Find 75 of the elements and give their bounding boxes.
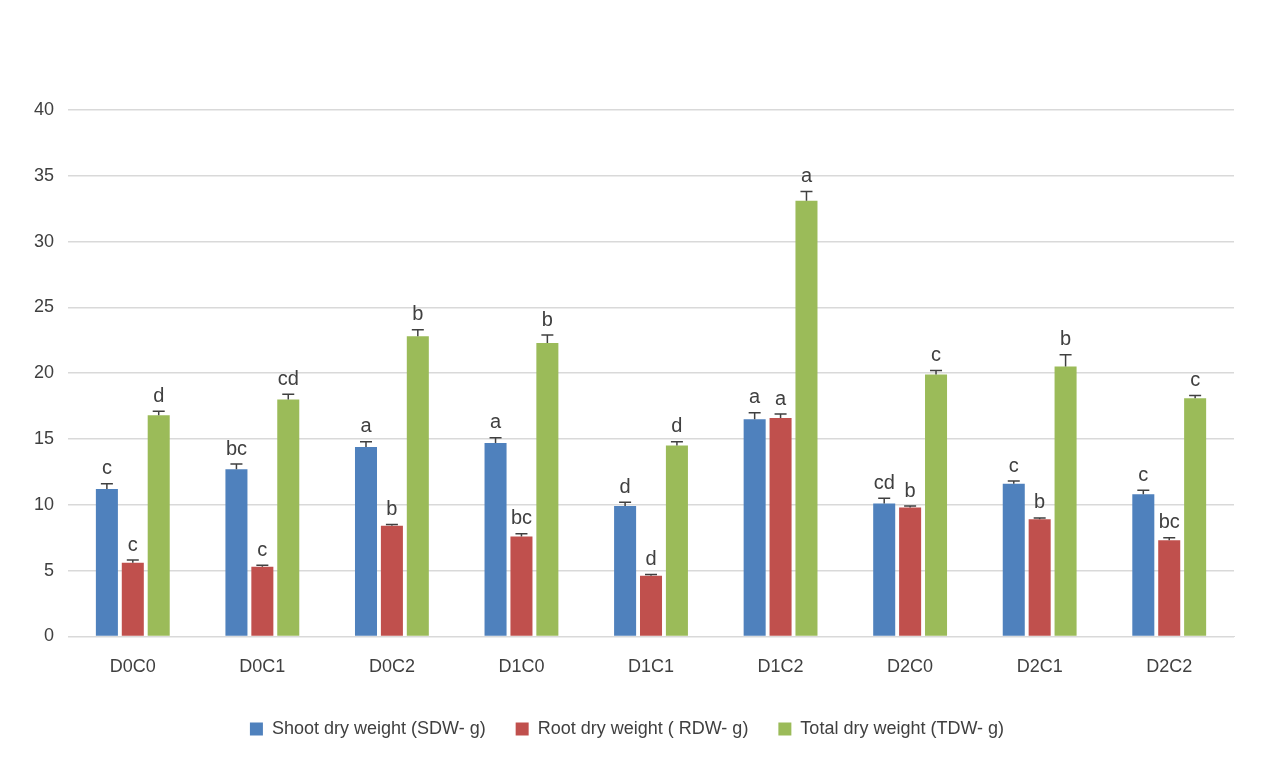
- data-label: bc: [1158, 510, 1180, 533]
- bar: [614, 506, 637, 636]
- bar: [277, 399, 300, 636]
- legend-label: Root dry weight ( RDW- g): [537, 717, 749, 738]
- data-label: a: [360, 414, 373, 437]
- bar: [380, 525, 403, 636]
- x-tick-label: D0C2: [368, 656, 415, 677]
- data-label: a: [749, 385, 762, 408]
- data-label: c: [127, 532, 138, 555]
- data-label: d: [619, 474, 631, 497]
- data-label: cd: [873, 470, 895, 493]
- bar: [1132, 494, 1155, 636]
- y-tick-label: 40: [33, 98, 55, 119]
- y-tick-label: 30: [33, 230, 55, 251]
- data-label: c: [257, 537, 268, 560]
- bar: [225, 469, 248, 636]
- bar: [536, 342, 559, 636]
- data-label: c: [931, 343, 942, 366]
- y-tick-label: 10: [33, 493, 55, 514]
- bar: [121, 562, 144, 636]
- bar: [1002, 483, 1025, 636]
- data-label: bc: [225, 436, 247, 459]
- bar: [354, 446, 378, 636]
- bar: [1158, 540, 1181, 636]
- y-tick-label: 15: [33, 427, 55, 448]
- data-label: c: [1008, 453, 1019, 476]
- legend-label: Total dry weight (TDW- g): [800, 717, 1005, 738]
- bar: [873, 503, 896, 636]
- bar: [510, 536, 533, 636]
- data-label: b: [1060, 327, 1072, 350]
- data-label: c: [1138, 462, 1149, 485]
- bar: [795, 200, 818, 636]
- bar: [406, 336, 429, 636]
- data-label: b: [386, 497, 398, 520]
- y-tick-label: 5: [44, 559, 55, 580]
- x-tick-label: D0C1: [239, 656, 286, 677]
- bar: [665, 445, 688, 636]
- y-tick-label: 25: [33, 296, 55, 317]
- x-tick-label: D1C2: [757, 656, 804, 677]
- data-label: b: [541, 307, 553, 330]
- bar: [1028, 519, 1051, 636]
- y-tick-label: 0: [44, 625, 55, 646]
- data-label: c: [1190, 368, 1201, 391]
- data-label: a: [800, 164, 813, 187]
- x-tick-label: D2C2: [1146, 656, 1193, 677]
- x-tick-label: D2C1: [1016, 656, 1063, 677]
- data-label: cd: [277, 366, 299, 389]
- legend-label: Shoot dry weight (SDW- g): [271, 717, 486, 738]
- x-tick-label: D0C0: [109, 656, 156, 677]
- data-label: a: [489, 410, 502, 433]
- data-label: d: [153, 383, 165, 406]
- x-tick-label: D2C0: [887, 656, 934, 677]
- data-label: d: [671, 414, 683, 437]
- y-tick-label: 20: [33, 362, 55, 383]
- data-label: a: [775, 386, 787, 409]
- y-tick-label: 35: [33, 164, 55, 185]
- data-label: b: [904, 478, 916, 501]
- bar: [484, 442, 507, 636]
- data-label: d: [645, 547, 657, 570]
- data-label: b: [412, 302, 424, 325]
- bar: [769, 417, 792, 636]
- bar: [743, 419, 766, 636]
- data-label: c: [101, 456, 112, 479]
- x-tick-label: D1C0: [498, 656, 545, 677]
- x-tick-label: D1C1: [628, 656, 675, 677]
- bar: [147, 415, 170, 636]
- bar: [1054, 366, 1077, 636]
- bar: [899, 507, 922, 636]
- bar: [95, 489, 118, 636]
- bar: [1184, 398, 1207, 636]
- data-label: b: [1034, 490, 1046, 513]
- bar: [925, 374, 948, 636]
- data-label: bc: [510, 506, 533, 529]
- bar: [251, 566, 274, 636]
- bar: [640, 575, 663, 636]
